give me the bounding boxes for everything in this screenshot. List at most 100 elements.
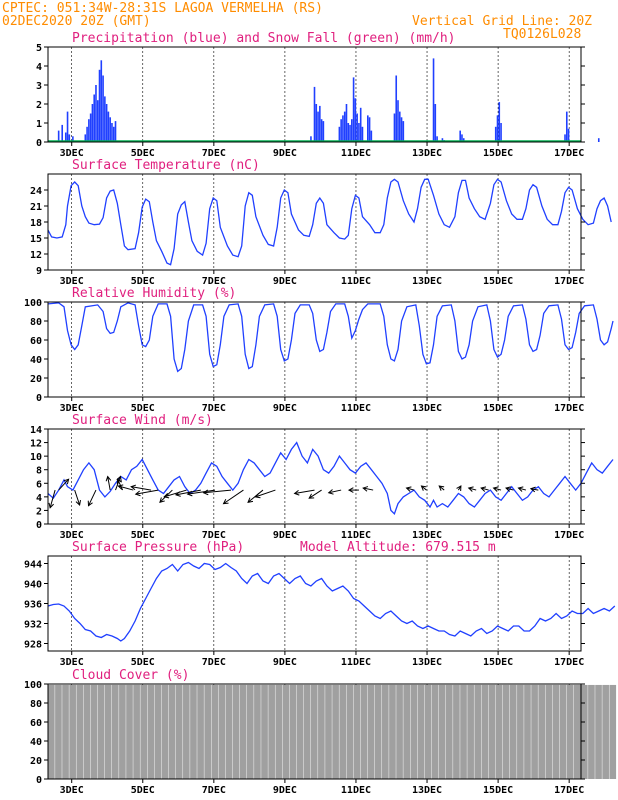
x-tick-label: 9DEC xyxy=(273,403,297,414)
x-tick-label: 3DEC xyxy=(60,785,84,796)
cloud-bar xyxy=(581,684,588,779)
cloud-bar xyxy=(346,684,354,779)
y-tick-label: 15 xyxy=(30,234,42,245)
cloud-bar xyxy=(545,684,553,779)
cloud-bar xyxy=(289,684,297,779)
precip-bar xyxy=(66,111,69,142)
wind-arrow-head xyxy=(134,490,141,497)
y-tick-label: 6 xyxy=(36,479,42,490)
wind-arrow xyxy=(117,479,124,491)
x-tick-label: 9DEC xyxy=(273,785,297,796)
header-datetime: 02DEC2020 20Z (GMT) xyxy=(2,14,151,29)
cloud-bar xyxy=(211,684,219,779)
precip-bar xyxy=(104,96,106,142)
precip-bar xyxy=(500,123,502,142)
cloud-bar xyxy=(218,684,226,779)
wind-arrow xyxy=(175,489,201,496)
cloud-bar xyxy=(502,684,510,779)
wind-arrow-head xyxy=(254,492,261,499)
y-tick-label: 80 xyxy=(30,699,42,710)
wind-arrow-head xyxy=(63,478,70,485)
wind-arrow xyxy=(115,476,121,491)
cloud-bar xyxy=(602,684,609,779)
cloud-bar xyxy=(140,684,148,779)
panel-cloud: Cloud Cover (%) 0 20 40 60 80 100 3DEC 5DEC 7DEC 9… xyxy=(24,668,617,796)
precip-bar xyxy=(434,104,437,142)
panel-pres: Surface Pressure (hPa) Model Altitude: 67… xyxy=(24,540,616,668)
x-tick-label: 11DEC xyxy=(341,403,371,414)
precip-bar xyxy=(565,111,568,142)
wind-arrow-head xyxy=(327,489,334,495)
precip-bar xyxy=(345,104,348,142)
x-tick-label: 11DEC xyxy=(341,148,371,159)
precip-bar xyxy=(347,123,350,142)
y-tick-label: 2 xyxy=(36,506,42,517)
cloud-bar xyxy=(339,684,347,779)
precip-bar xyxy=(93,94,95,142)
cloud-bar xyxy=(445,684,453,779)
cloud-bar xyxy=(417,684,425,779)
precip-bar xyxy=(89,113,92,142)
cloud-bar xyxy=(268,684,275,779)
x-tick-label: 15DEC xyxy=(483,530,513,541)
y-tick-label: 18 xyxy=(30,218,42,229)
cloud-bar xyxy=(197,684,204,779)
panel-subtitle-pres: Model Altitude: 679.515 m xyxy=(300,540,496,555)
wind-arrow-head xyxy=(174,491,181,497)
precip-bar xyxy=(338,126,341,142)
panel-frame-precip xyxy=(47,46,582,143)
wind-arrow-head xyxy=(116,478,122,485)
wind-arrow xyxy=(49,489,56,508)
precip-bar xyxy=(498,102,501,142)
precip-bar xyxy=(95,85,97,142)
cloud-bar xyxy=(566,684,574,779)
cloud-bar xyxy=(488,684,496,779)
y-tick-label: 20 xyxy=(30,374,42,385)
wind-arrow-head xyxy=(517,486,524,492)
cloud-bar xyxy=(360,684,368,779)
wind-arrow xyxy=(255,489,276,498)
wind-arrow-head xyxy=(405,486,412,492)
x-tick-label: 17DEC xyxy=(554,530,584,541)
precip-bar xyxy=(61,124,64,142)
x-tick-label: 3DEC xyxy=(60,657,84,668)
precip-bar xyxy=(361,126,364,142)
precip-bar xyxy=(342,115,344,142)
x-tick-label: 9DEC xyxy=(273,657,297,668)
cloud-bar xyxy=(332,684,339,779)
series-line-temp xyxy=(47,178,612,266)
cloud-bar xyxy=(154,684,162,779)
precip-bar xyxy=(317,111,319,142)
cloud-bar xyxy=(438,684,446,779)
x-tick-label: 5DEC xyxy=(131,530,155,541)
precip-bar xyxy=(107,111,110,142)
wind-arrow xyxy=(530,488,539,491)
cloud-bar xyxy=(431,684,439,779)
x-tick-label: 7DEC xyxy=(202,403,226,414)
y-tick-label: 0 xyxy=(36,393,42,404)
x-tick-label: 5DEC xyxy=(131,785,155,796)
precip-bar xyxy=(88,119,90,142)
x-tick-label: 3DEC xyxy=(60,148,84,159)
series-line-wind xyxy=(47,441,614,515)
x-tick-label: 17DEC xyxy=(554,276,584,287)
wind-arrow xyxy=(74,489,81,506)
wind-arrow-head xyxy=(105,475,112,482)
x-tick-label: 5DEC xyxy=(131,403,155,414)
cloud-bar xyxy=(374,684,382,779)
wind-arrow-head xyxy=(163,492,170,499)
wind-arrow-head xyxy=(159,497,165,504)
cloud-bar xyxy=(254,684,261,779)
wind-arrow-head xyxy=(202,489,209,496)
precip-bar xyxy=(432,58,435,142)
series-line-pres xyxy=(47,561,616,642)
precip-bar xyxy=(393,113,396,142)
cloud-bar xyxy=(517,684,524,779)
precip-bar xyxy=(343,111,346,142)
x-tick-label: 13DEC xyxy=(412,785,442,796)
x-tick-label: 15DEC xyxy=(483,403,513,414)
cloud-bar xyxy=(147,684,155,779)
cloud-bar xyxy=(232,684,240,779)
precip-bar xyxy=(351,119,353,142)
precip-bar xyxy=(91,104,94,142)
